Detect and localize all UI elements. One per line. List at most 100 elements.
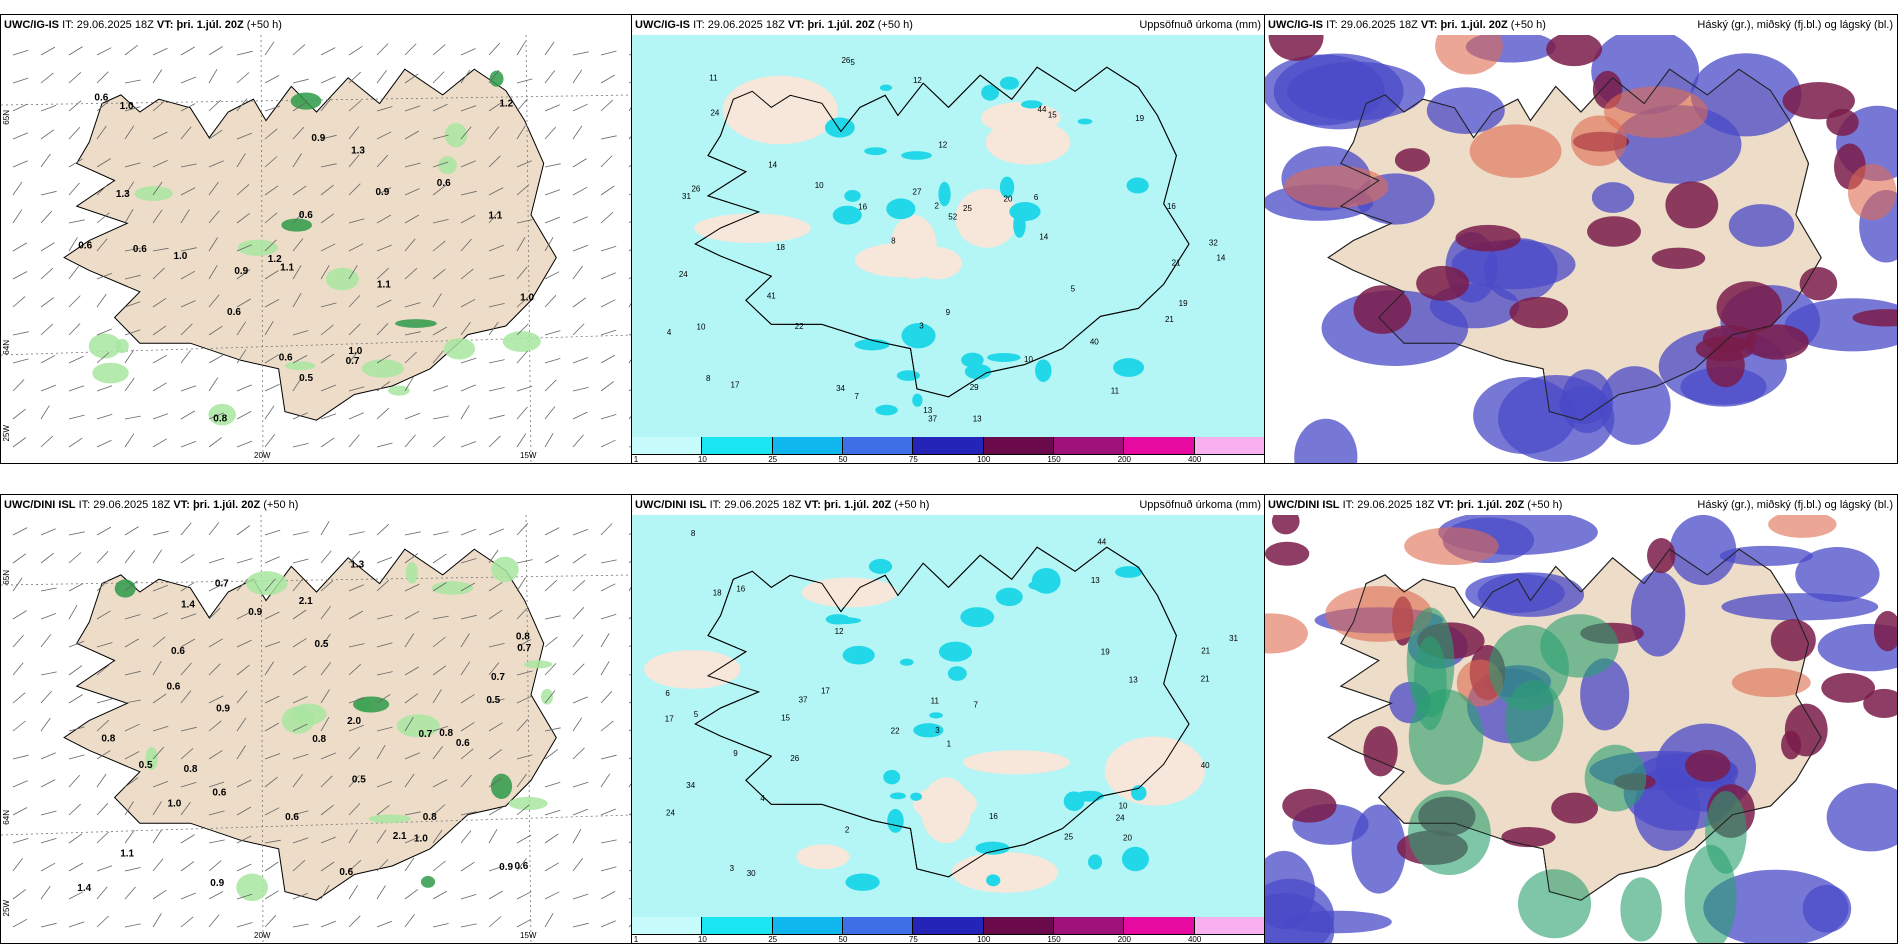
- wind-barb: [404, 434, 416, 448]
- wind-barb: [376, 829, 387, 844]
- wind-barb: [180, 441, 197, 448]
- wind-barb: [12, 132, 28, 140]
- wind-barb: [124, 274, 141, 280]
- wind-barb: [348, 860, 362, 872]
- wind-barb: [96, 579, 109, 592]
- wind-barb: [572, 828, 582, 844]
- wind-barb: [404, 857, 415, 872]
- wind-barb: [96, 610, 111, 620]
- colorbar-tick: 1: [633, 455, 639, 464]
- precip-value-label: 34: [686, 781, 695, 790]
- wind-barb: [432, 71, 445, 84]
- wind-barb: [124, 886, 136, 900]
- wind-barb: [40, 72, 54, 84]
- wind-barb: [40, 613, 57, 620]
- wind-barb: [264, 434, 276, 448]
- wind-barb: [292, 443, 309, 448]
- wind-map[interactable]: 1.0 0.8 0.7 0.6 0.8 0.8 0.6 1.4 0.8 0.9 0.6 2.0 0.9 1…: [1, 515, 632, 943]
- wind-barb: [180, 349, 191, 364]
- cloud-map[interactable]: [1265, 515, 1897, 943]
- wind-barb: [404, 773, 415, 788]
- wind-barb: [348, 265, 358, 280]
- wind-barb: [516, 695, 532, 704]
- wind-barb: [96, 125, 107, 140]
- wind-barb: [152, 69, 163, 84]
- wind-barb: [460, 126, 472, 140]
- wind-barb: [628, 163, 632, 168]
- precip-area: [290, 92, 322, 110]
- wind-barb: [432, 436, 446, 448]
- wind-barb: [264, 578, 276, 592]
- wind-map[interactable]: 0.6 1.0 0.6 1.1 0.9 1.0 0.9 0.7 1.0 0.6 0.9 1.1 1.0 0…: [1, 35, 632, 463]
- wind-barb: [460, 298, 476, 308]
- wind-value-label: 0.8: [439, 728, 453, 739]
- wind-barb: [124, 829, 135, 844]
- wind-barb: [516, 323, 529, 336]
- high-cloud-area: [1271, 515, 1300, 535]
- wind-barb: [264, 128, 278, 140]
- wind-barb: [180, 834, 195, 844]
- wind-barb: [488, 698, 505, 704]
- mid-cloud-area: [1721, 593, 1879, 621]
- wind-barb: [544, 663, 557, 676]
- precip-area: [208, 403, 236, 426]
- wind-barb: [600, 839, 617, 844]
- wind-barb: [572, 529, 589, 536]
- wind-barb: [264, 212, 278, 224]
- cloud-title: Háský (gr.), miðský (fj.bl.) og lágský (…: [1697, 19, 1893, 31]
- wind-barb: [236, 863, 252, 872]
- precip-value-label: 11: [1111, 386, 1120, 395]
- precip-map[interactable]: 2 4 3 7 5 10 8 11 14 24 27 29 25 17 14 19 13 16 9 11 13 10 12 1…: [632, 35, 1265, 437]
- heavy-precip-area: [1088, 854, 1103, 870]
- wind-barb: [40, 634, 52, 648]
- wind-barb: [40, 717, 51, 732]
- heavy-precip-area: [1021, 100, 1043, 109]
- colorbar-swatch: [702, 437, 773, 454]
- wind-barb: [292, 923, 309, 928]
- wind-barb: [376, 407, 390, 420]
- wind-barb: [264, 239, 277, 252]
- wind-barb: [572, 69, 583, 84]
- wind-barb: [96, 526, 112, 536]
- precip-value-label: 44: [1038, 105, 1047, 114]
- precip-map[interactable]: 2 1 3 9 13 16 20 24 19 25 44 22 30 5 10 11 17 12 24 21 37 18 1…: [632, 515, 1265, 917]
- wind-barb: [12, 720, 26, 732]
- colorbar-swatch: [1194, 437, 1265, 454]
- wind-barb: [376, 244, 392, 252]
- wind-barb: [488, 722, 503, 732]
- wind-barb: [180, 522, 192, 536]
- wind-barb: [460, 748, 474, 760]
- precip-value-label: 14: [1039, 233, 1048, 242]
- precip-value-label: 37: [799, 696, 808, 705]
- wind-barb: [68, 126, 81, 140]
- wind-value-label: 1.0: [167, 798, 181, 809]
- wind-barb: [460, 721, 475, 732]
- wind-barb: [600, 559, 617, 564]
- wind-barb: [432, 531, 449, 536]
- wind-barb: [68, 552, 82, 564]
- wind-barb: [180, 209, 190, 224]
- wind-barb: [40, 46, 56, 56]
- wind-value-label: 1.0: [173, 251, 187, 262]
- wind-barb: [488, 101, 503, 112]
- wind-barb: [96, 750, 111, 760]
- wind-barb: [460, 774, 472, 788]
- precip-value-label: 13: [1129, 675, 1138, 684]
- wind-barb: [488, 643, 505, 648]
- wind-barb: [12, 527, 28, 536]
- wind-barb: [544, 690, 556, 704]
- cloud-map[interactable]: [1265, 35, 1897, 463]
- wind-barb: [348, 584, 364, 592]
- wind-barb: [516, 918, 532, 928]
- precip-area: [114, 579, 136, 598]
- wind-barb: [124, 550, 136, 564]
- mid-cloud-area: [1719, 545, 1813, 566]
- dry-area: [854, 243, 949, 278]
- precip-area: [395, 319, 437, 328]
- precip-value-label: 29: [970, 383, 979, 392]
- precip-area: [281, 218, 313, 232]
- mid-cloud-area: [1426, 87, 1505, 134]
- wind-barb: [404, 717, 414, 732]
- precip-value-label: 18: [776, 243, 785, 252]
- wind-barb: [292, 696, 308, 704]
